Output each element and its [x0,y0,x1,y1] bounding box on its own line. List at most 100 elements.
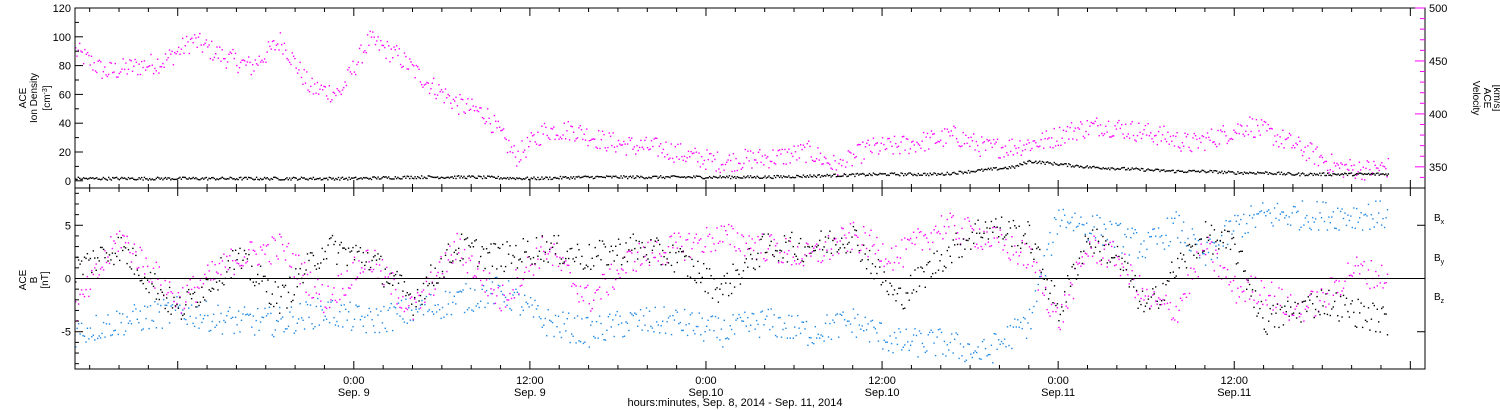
by-series-point [334,324,337,326]
bx-series-point [647,258,649,260]
density-series-point [773,175,775,177]
bz-series-point [1100,263,1103,266]
by-series-point [1083,224,1085,226]
velocity-series-point [261,59,263,62]
bz-series-point [148,281,150,283]
density-series-point [1260,172,1263,174]
bz-series-point [1335,279,1337,282]
density-series-point [1025,163,1028,165]
bz-series-point [504,306,507,308]
density-series-point [1237,171,1239,173]
bz-series-point [1284,313,1286,315]
velocity-series-point [808,140,810,142]
bz-series-point [716,227,718,229]
velocity-series-point [699,166,702,168]
density-series-point [786,176,789,178]
bz-series-point [1287,296,1289,299]
by-series-point [85,341,87,343]
bz-series-point [490,288,492,290]
bx-series-point [1039,248,1041,251]
by-series-point [1096,214,1098,216]
by-series-point [88,338,90,340]
bx-series-point [716,287,718,289]
bx-series-point [937,269,940,271]
by-series-point [1323,220,1326,223]
by-series-point [999,343,1001,345]
velocity-series-point [1222,125,1224,127]
by-series-point [713,330,715,332]
bx-series-point [350,250,353,252]
velocity-series-point [1280,143,1283,145]
bz-series-point [431,281,433,283]
velocity-series-point [473,110,476,112]
velocity-series-point [98,59,101,61]
density-series-point [432,176,435,179]
by-series-point [1364,213,1367,215]
by-series-point [1204,264,1207,266]
velocity-series-point [653,138,655,140]
by-series-point [766,315,768,317]
velocity-series-point [423,84,426,86]
velocity-series-point [1205,137,1207,139]
density-series-point [722,176,724,178]
bz-series-point [843,234,846,236]
velocity-series-point [152,72,155,75]
by-series-point [289,311,291,313]
velocity-series-point [154,67,156,70]
bx-series-point [196,301,199,303]
velocity-series-point [994,143,996,145]
density-series-point [220,177,222,179]
by-series-point [1337,207,1339,209]
by-series-point [154,301,156,303]
bz-series-point [838,252,840,255]
by-series-point [598,315,601,317]
b-tick-label: 5 [65,220,71,232]
velocity-series-point [495,120,497,122]
velocity-series-point [1371,172,1374,174]
bx-series-point [1241,250,1243,252]
bz-series-point [569,272,571,274]
density-series-point [856,172,859,175]
velocity-series-point [936,141,938,144]
density-series-point [740,177,742,179]
density-series-point [973,170,975,173]
bx-series-point [1263,328,1265,330]
bz-series-point [499,307,501,310]
density-series-point [262,178,264,180]
by-series-point [314,326,316,328]
density-series-point [817,174,819,176]
by-series-point [499,285,501,287]
velocity-series-point [119,71,122,73]
density-series-point [821,174,823,177]
velocity-series-point [1179,147,1181,149]
x-tick-label-time: 12:00 [868,375,896,387]
bz-series-point [389,273,391,275]
by-series-point [544,317,546,320]
velocity-series-point [891,145,893,147]
bz-series-point [544,253,546,255]
bz-series-point [1273,295,1276,297]
bz-series-point [1281,288,1283,291]
velocity-series-point [506,151,509,154]
density-series-point [900,172,902,174]
by-series-point [792,337,794,339]
bx-series-point [1260,300,1263,303]
bz-series-point [1061,303,1063,306]
by-series-point [959,343,962,345]
bz-series-point [1042,292,1044,294]
velocity-series-point [300,76,303,79]
bz-series-point [656,241,658,243]
velocity-series-point [323,85,325,88]
density-series-point [1155,168,1157,170]
bx-series-point [336,263,338,265]
velocity-series-point [1172,135,1174,137]
by-series-point [639,309,642,311]
velocity-series-point [1107,120,1110,122]
velocity-series-point [941,130,943,132]
velocity-series-point [147,65,149,68]
bz-series-point [515,269,517,271]
bx-series-point [481,246,483,248]
bz-series-point [415,301,417,303]
bx-series-point [182,314,184,317]
bz-series-point [732,228,734,230]
